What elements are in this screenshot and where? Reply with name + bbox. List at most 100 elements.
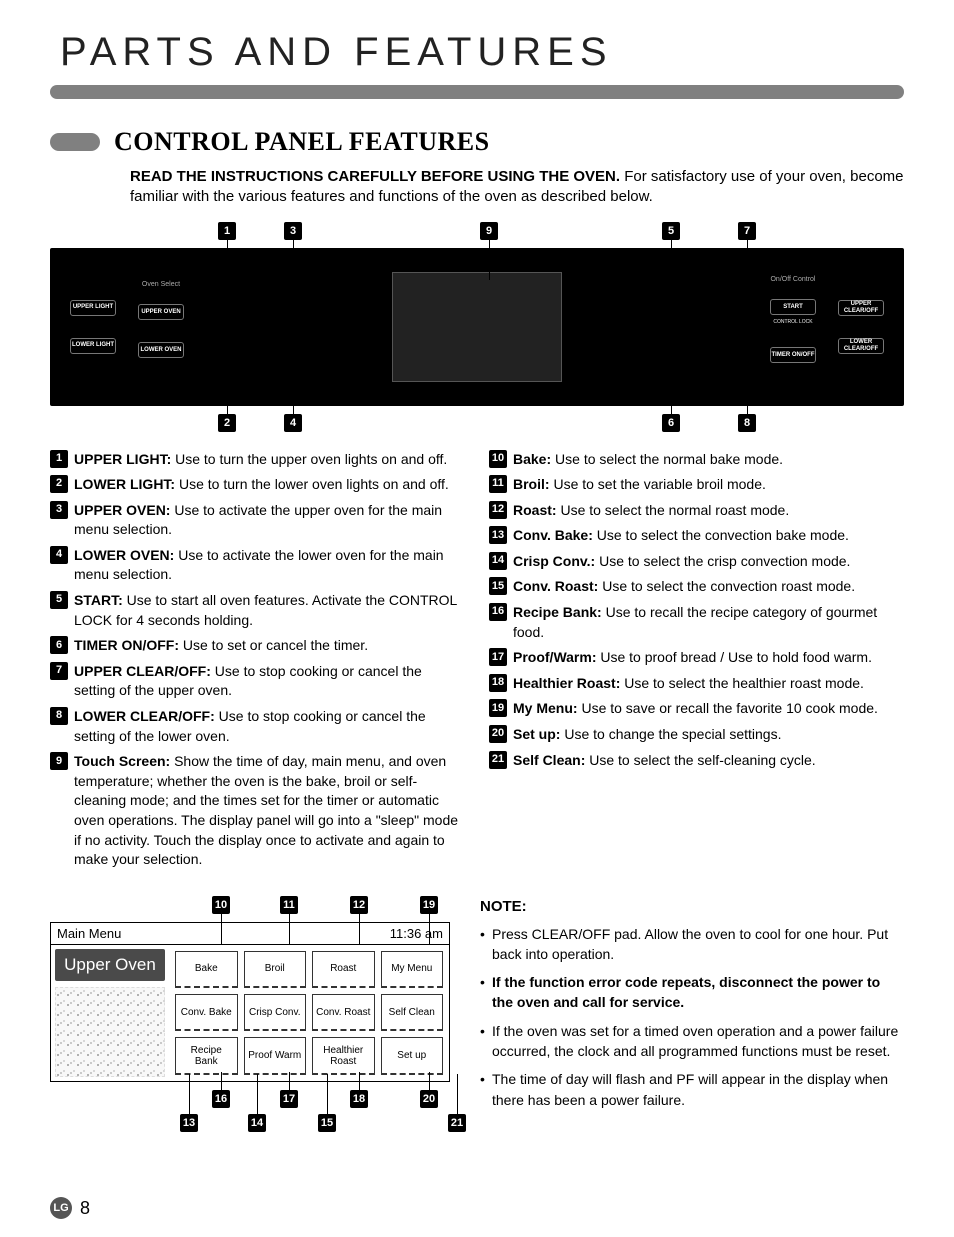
feature-desc: Use to select the convection roast mode.	[598, 578, 855, 594]
feature-text: Broil: Use to set the variable broil mod…	[513, 475, 904, 495]
feature-desc: Use to start all oven features. Activate…	[74, 592, 457, 628]
feature-text: UPPER LIGHT: Use to turn the upper oven …	[74, 450, 465, 470]
page-title: PARTS AND FEATURES	[60, 30, 904, 75]
callout-line	[457, 1074, 458, 1114]
feature-text: TIMER ON/OFF: Use to set or cancel the t…	[74, 636, 465, 656]
feature-label: Bake:	[513, 451, 551, 467]
feature-number-badge: 13	[489, 526, 507, 544]
callout-line	[747, 240, 748, 280]
callout-line	[293, 374, 294, 414]
timer-button: TIMER ON/OFF	[770, 347, 816, 363]
feature-item: 7 UPPER CLEAR/OFF: Use to stop cooking or…	[50, 662, 465, 701]
feature-number-badge: 3	[50, 501, 68, 519]
feature-label: LOWER LIGHT:	[74, 476, 175, 492]
feature-desc: Show the time of day, main menu, and ove…	[74, 753, 458, 867]
control-panel-diagram: UPPER LIGHT LOWER LIGHT Oven Select UPPE…	[50, 222, 904, 432]
callout-badge: 7	[738, 222, 756, 240]
feature-item: 17Proof/Warm: Use to proof bread / Use t…	[489, 648, 904, 668]
feature-item: 9Touch Screen: Show the time of day, mai…	[50, 752, 465, 870]
feature-item: 5START: Use to start all oven features. …	[50, 591, 465, 630]
callout-line	[227, 240, 228, 280]
callout-badge: 3	[284, 222, 302, 240]
callout-badge: 1	[218, 222, 236, 240]
feature-text: LOWER OVEN: Use to activate the lower ov…	[74, 546, 465, 585]
feature-item: 21Self Clean: Use to select the self-cle…	[489, 751, 904, 771]
feature-item: 4LOWER OVEN: Use to activate the lower o…	[50, 546, 465, 585]
panel-center	[184, 258, 770, 396]
note-item: If the function error code repeats, disc…	[480, 972, 904, 1013]
touch-screen-area	[392, 272, 562, 382]
feature-label: Touch Screen:	[74, 753, 170, 769]
feature-label: Broil:	[513, 476, 550, 492]
feature-number-badge: 5	[50, 591, 68, 609]
feature-number-badge: 16	[489, 603, 507, 621]
touchscreen-button: Self Clean	[381, 994, 444, 1031]
feature-item: 6 TIMER ON/OFF: Use to set or cancel the …	[50, 636, 465, 656]
callout-badge: 16	[212, 1090, 230, 1108]
feature-label: Set up:	[513, 726, 560, 742]
feature-item: 1UPPER LIGHT: Use to turn the upper oven…	[50, 450, 465, 470]
callout-line	[221, 914, 222, 944]
feature-text: UPPER CLEAR/OFF: Use to stop cooking or …	[74, 662, 465, 701]
control-panel: UPPER LIGHT LOWER LIGHT Oven Select UPPE…	[50, 248, 904, 406]
feature-text: Touch Screen: Show the time of day, main…	[74, 752, 465, 870]
feature-text: Roast: Use to select the normal roast mo…	[513, 501, 904, 521]
feature-number-badge: 18	[489, 674, 507, 692]
callout-badge: 21	[448, 1114, 466, 1132]
callout-line	[293, 240, 294, 280]
touchscreen-button: Bake	[175, 951, 238, 988]
feature-item: 8LOWER CLEAR/OFF: Use to stop cooking or…	[50, 707, 465, 746]
feature-number-badge: 10	[489, 450, 507, 468]
touchscreen-button: Proof Warm	[244, 1037, 307, 1074]
feature-number-badge: 6	[50, 636, 68, 654]
callout-line	[671, 374, 672, 414]
callout-badge: 20	[420, 1090, 438, 1108]
feature-text: Crisp Conv.: Use to select the crisp con…	[513, 552, 904, 572]
feature-desc: Use to select the healthier roast mode.	[620, 675, 864, 691]
feature-list-left: 1UPPER LIGHT: Use to turn the upper oven…	[50, 450, 465, 876]
feature-desc: Use to turn the lower oven lights on and…	[175, 476, 449, 492]
feature-label: My Menu:	[513, 700, 578, 716]
upper-oven-label: Upper Oven	[55, 949, 165, 981]
callout-line	[429, 914, 430, 944]
page-footer: LG 8	[50, 1197, 90, 1219]
feature-desc: Use to save or recall the favorite 10 co…	[578, 700, 878, 716]
feature-lists: 1UPPER LIGHT: Use to turn the upper oven…	[50, 450, 904, 876]
callout-line	[289, 1072, 290, 1090]
callout-line	[747, 374, 748, 414]
upper-light-button: UPPER LIGHT	[70, 300, 116, 316]
callout-badge: 12	[350, 896, 368, 914]
callout-line	[257, 1074, 258, 1114]
lower-light-button: LOWER LIGHT	[70, 338, 116, 354]
callout-line	[221, 1072, 222, 1090]
callout-badge: 8	[738, 414, 756, 432]
divider-bar	[50, 85, 904, 99]
callout-badge: 18	[350, 1090, 368, 1108]
feature-number-badge: 7	[50, 662, 68, 680]
touchscreen-grid: BakeBroilRoastMy MenuConv. BakeCrisp Con…	[169, 945, 449, 1081]
callout-badge: 11	[280, 896, 298, 914]
feature-desc: Use to change the special settings.	[560, 726, 781, 742]
feature-label: UPPER LIGHT:	[74, 451, 171, 467]
intro-text: READ THE INSTRUCTIONS CAREFULLY BEFORE U…	[130, 167, 904, 208]
feature-text: UPPER OVEN: Use to activate the upper ov…	[74, 501, 465, 540]
touchscreen-diagram: Main Menu 11:36 am Upper Oven BakeBroilR…	[50, 896, 450, 1132]
lower-clear-button: LOWER CLEAR/OFF	[838, 338, 884, 354]
feature-label: Recipe Bank:	[513, 604, 602, 620]
feature-text: My Menu: Use to save or recall the favor…	[513, 699, 904, 719]
touchscreen-button: Conv. Roast	[312, 994, 375, 1031]
feature-number-badge: 14	[489, 552, 507, 570]
feature-text: Conv. Roast: Use to select the convectio…	[513, 577, 904, 597]
note-column: NOTE: Press CLEAR/OFF pad. Allow the ove…	[480, 896, 904, 1132]
feature-label: UPPER OVEN:	[74, 502, 170, 518]
callout-badge: 10	[212, 896, 230, 914]
feature-item: 19My Menu: Use to save or recall the fav…	[489, 699, 904, 719]
callout-badge: 14	[248, 1114, 266, 1132]
food-image-icon	[55, 987, 165, 1077]
feature-number-badge: 20	[489, 725, 507, 743]
feature-text: Proof/Warm: Use to proof bread / Use to …	[513, 648, 904, 668]
feature-item: 11Broil: Use to set the variable broil m…	[489, 475, 904, 495]
callout-line	[359, 1072, 360, 1090]
feature-item: 20 Set up: Use to change the special sett…	[489, 725, 904, 745]
feature-list-right: 10Bake: Use to select the normal bake mo…	[489, 450, 904, 876]
